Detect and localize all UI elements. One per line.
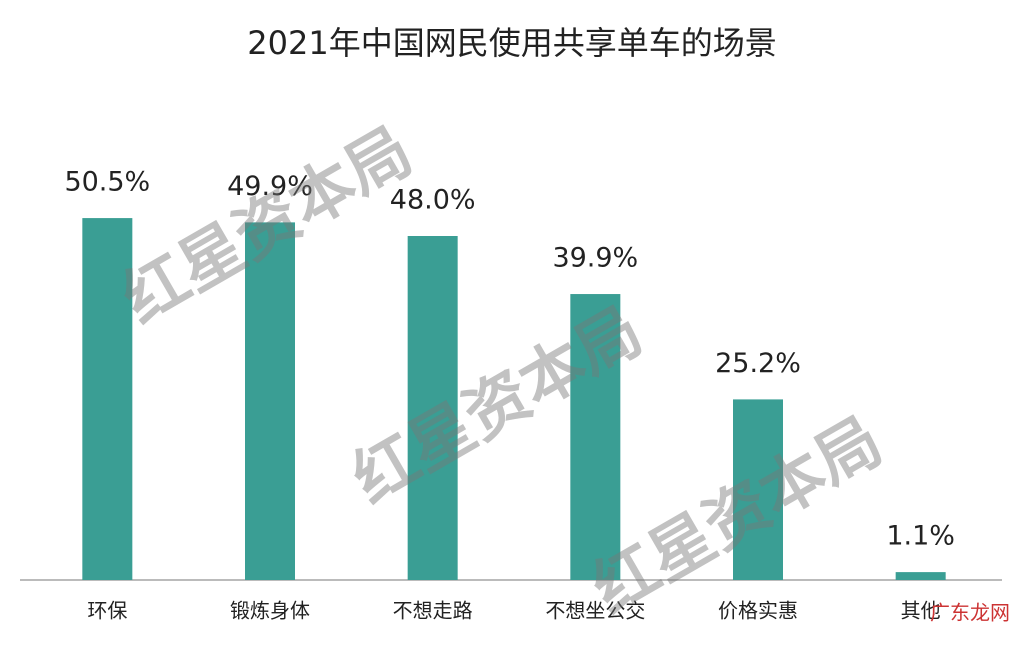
value-label: 39.9% [552, 243, 638, 274]
bar [82, 218, 133, 581]
bar [407, 236, 458, 580]
source-mark: 广东龙网 [930, 601, 1010, 625]
x-tick-label: 不想走路 [393, 599, 473, 623]
value-label: 25.2% [715, 348, 801, 379]
x-tick-label: 不想坐公交 [545, 599, 645, 623]
bar [733, 399, 783, 580]
bar [895, 572, 946, 580]
value-label: 50.5% [64, 167, 150, 198]
x-tick-label: 其他 [901, 599, 941, 623]
bar [570, 294, 621, 580]
x-tick-label: 锻炼身体 [230, 599, 310, 623]
chart-title: 2021年中国网民使用共享单车的场景 [247, 24, 776, 62]
x-tick-label: 价格实惠 [718, 599, 798, 623]
value-label: 48.0% [390, 185, 476, 216]
value-label: 49.9% [227, 171, 313, 202]
bar [245, 222, 295, 580]
x-tick-label: 环保 [87, 599, 127, 623]
value-label: 1.1% [886, 521, 955, 552]
